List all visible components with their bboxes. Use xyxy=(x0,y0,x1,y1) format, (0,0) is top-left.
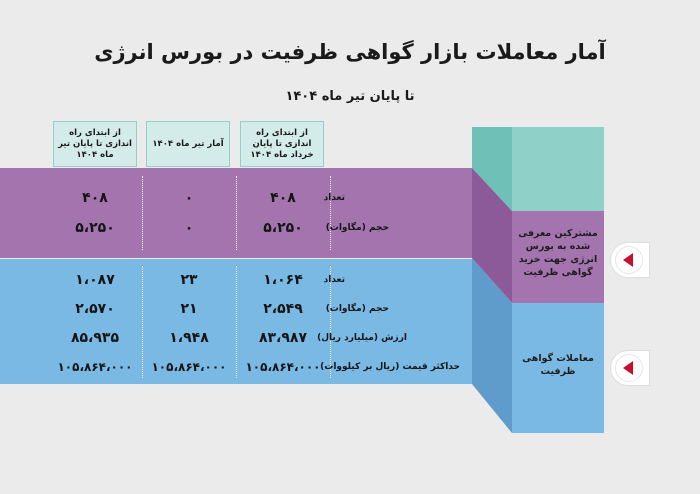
column-divider xyxy=(236,266,237,378)
column-divider xyxy=(142,176,143,250)
page-title: آمار معاملات بازار گواهی ظرفیت در بورس ا… xyxy=(94,40,606,64)
column-divider xyxy=(330,266,331,378)
cell-subscribers-volume-since-start-khordad: ۵،۲۵۰ xyxy=(263,220,303,236)
column-divider xyxy=(142,266,143,378)
row-label-subscribers-count: تعداد xyxy=(323,193,345,203)
cell-subscribers-count-since-start-khordad: ۴۰۸ xyxy=(270,190,296,206)
cell-trades-volume-since-start-khordad: ۲،۵۴۹ xyxy=(263,301,303,317)
row-label-trades-volume: حجم (مگاوات) xyxy=(325,304,389,314)
cell-subscribers-count-tir: ۰ xyxy=(184,190,194,206)
cell-trades-maxprice-tir: ۱۰۵،۸۶۴،۰۰۰ xyxy=(151,360,227,374)
cell-trades-count-since-start-khordad: ۱،۰۶۴ xyxy=(263,272,303,288)
cell-trades-maxprice-since-start-khordad: ۱۰۵،۸۶۴،۰۰۰ xyxy=(245,360,321,374)
teal-front-face xyxy=(512,127,604,211)
teal-side-face xyxy=(472,127,512,211)
trades-section-label: معاملات گواهی ظرفیت xyxy=(522,353,594,377)
cell-subscribers-volume-tir: ۰ xyxy=(184,220,194,236)
column-divider xyxy=(236,176,237,250)
cell-trades-value-tir: ۱،۹۴۸ xyxy=(169,330,209,346)
row-label-trades-count: تعداد xyxy=(323,275,345,285)
cell-trades-count-since-start-tir: ۱،۰۸۷ xyxy=(75,272,115,288)
row-label-subscribers-volume: حجم (مگاوات) xyxy=(325,223,389,233)
cell-trades-volume-tir: ۲۱ xyxy=(180,301,198,317)
cell-trades-count-tir: ۲۳ xyxy=(180,272,198,288)
cell-subscribers-volume-since-start-tir: ۵،۲۵۰ xyxy=(75,220,115,236)
cell-trades-value-since-start-tir: ۸۵،۹۳۵ xyxy=(70,330,120,346)
row-label-trades-value: ارزش (میلیارد ریال) xyxy=(317,333,407,343)
row-label-trades-maxprice: حداکثر قیمت (ریال بر کیلووات) xyxy=(320,362,460,372)
cell-trades-value-since-start-khordad: ۸۳،۹۸۷ xyxy=(258,330,308,346)
blue-side-face xyxy=(472,258,512,433)
purple-front-face xyxy=(512,211,604,303)
subscribers-arrow-marker xyxy=(611,243,649,277)
cell-trades-maxprice-since-start-tir: ۱۰۵،۸۶۴،۰۰۰ xyxy=(57,360,133,374)
cell-trades-volume-since-start-tir: ۲،۵۷۰ xyxy=(75,301,115,317)
column-divider xyxy=(330,176,331,250)
left-arrow-icon xyxy=(623,253,633,267)
column-header-since-start-tir: از ابتدای راه اندازی تا پایان تیر ماه ۱۴… xyxy=(53,121,137,167)
column-header-since-start-khordad: از ابتدای راه اندازی تا پایان خرداد ماه … xyxy=(240,121,324,167)
cell-subscribers-count-since-start-tir: ۴۰۸ xyxy=(82,190,108,206)
blue-front-face xyxy=(512,303,604,433)
column-header-tir: آمار تیر ماه ۱۴۰۴ xyxy=(146,121,230,167)
page-subtitle: تا پایان تیر ماه ۱۴۰۴ xyxy=(285,89,415,104)
trades-arrow-marker xyxy=(611,351,649,385)
left-arrow-icon xyxy=(623,361,633,375)
subscribers-section-label: مشترکین معرفی شده به بورس انرژی جهت خرید… xyxy=(518,228,598,278)
